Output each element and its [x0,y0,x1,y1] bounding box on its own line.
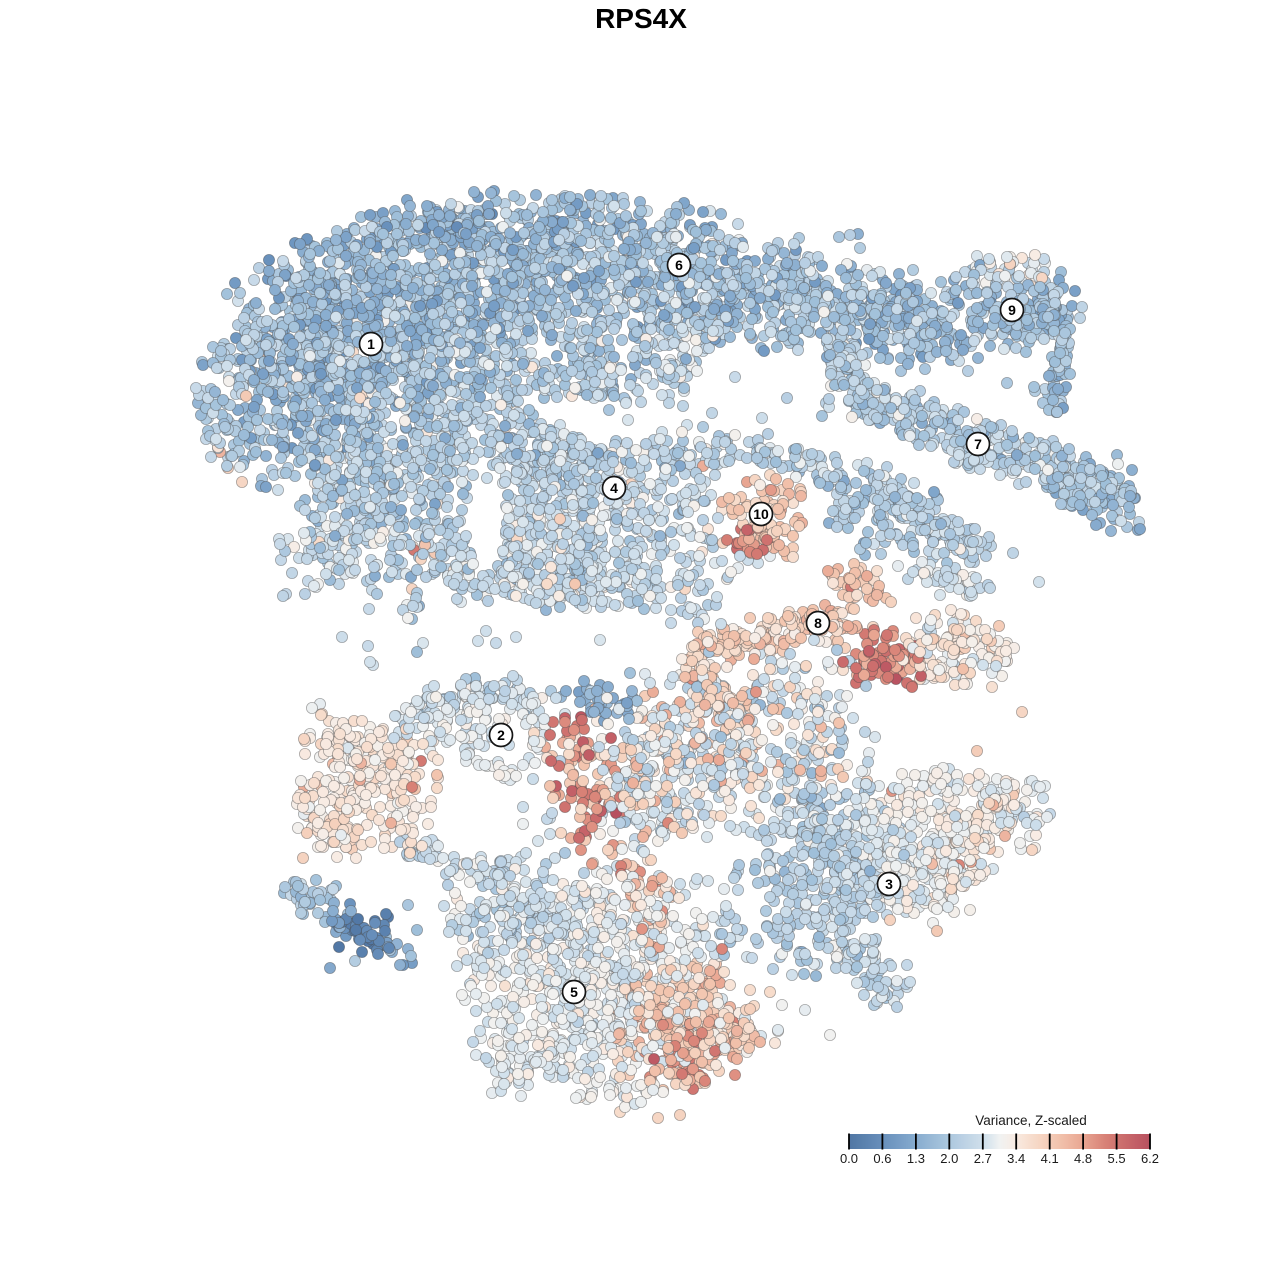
svg-text:RPS4X: RPS4X [595,3,687,34]
